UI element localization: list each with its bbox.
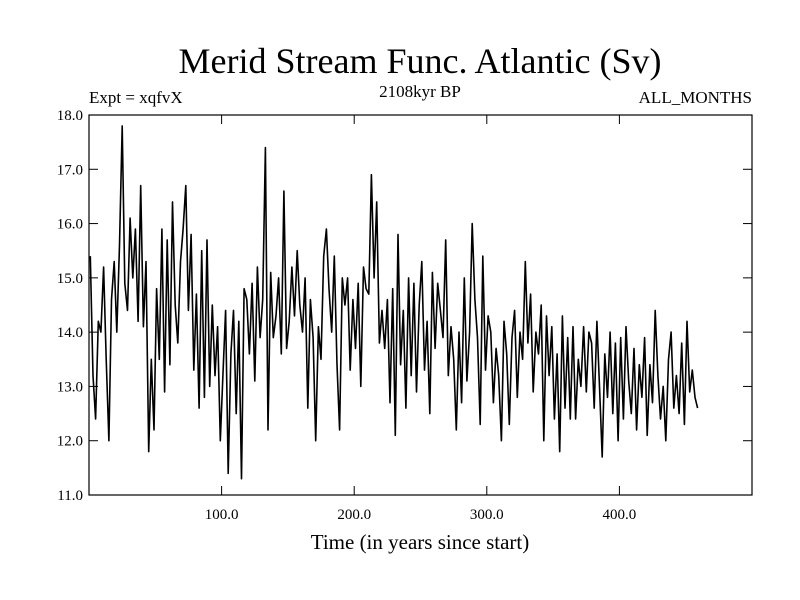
chart-title: Merid Stream Func. Atlantic (Sv) xyxy=(179,41,662,81)
y-tick-label: 14.0 xyxy=(57,325,83,341)
series-line xyxy=(89,125,699,480)
experiment-label: Expt = xqfvX xyxy=(89,88,183,107)
x-axis-label: Time (in years since start) xyxy=(311,530,530,554)
plot-frame xyxy=(88,114,753,496)
y-tick-label: 12.0 xyxy=(57,434,83,450)
period-label: 2108kyr BP xyxy=(379,82,461,101)
y-tick-label: 15.0 xyxy=(57,271,83,287)
y-tick-label: 11.0 xyxy=(57,488,83,504)
y-tick-label: 17.0 xyxy=(57,162,83,178)
months-label: ALL_MONTHS xyxy=(639,88,752,107)
y-tick-label: 16.0 xyxy=(57,217,83,233)
y-tick-label: 13.0 xyxy=(57,379,83,395)
y-tick-label: 18.0 xyxy=(57,108,83,124)
x-tick-label: 200.0 xyxy=(337,507,371,523)
y-axis: 11.0 12.0 13.0 14.0 15.0 16.0 17.0 18.0 xyxy=(57,108,752,504)
x-tick-label: 100.0 xyxy=(205,507,239,523)
series-group xyxy=(89,125,699,480)
x-axis: 100.0 200.0 300.0 400.0 xyxy=(205,115,637,523)
x-tick-label: 400.0 xyxy=(603,507,637,523)
x-tick-label: 300.0 xyxy=(470,507,504,523)
